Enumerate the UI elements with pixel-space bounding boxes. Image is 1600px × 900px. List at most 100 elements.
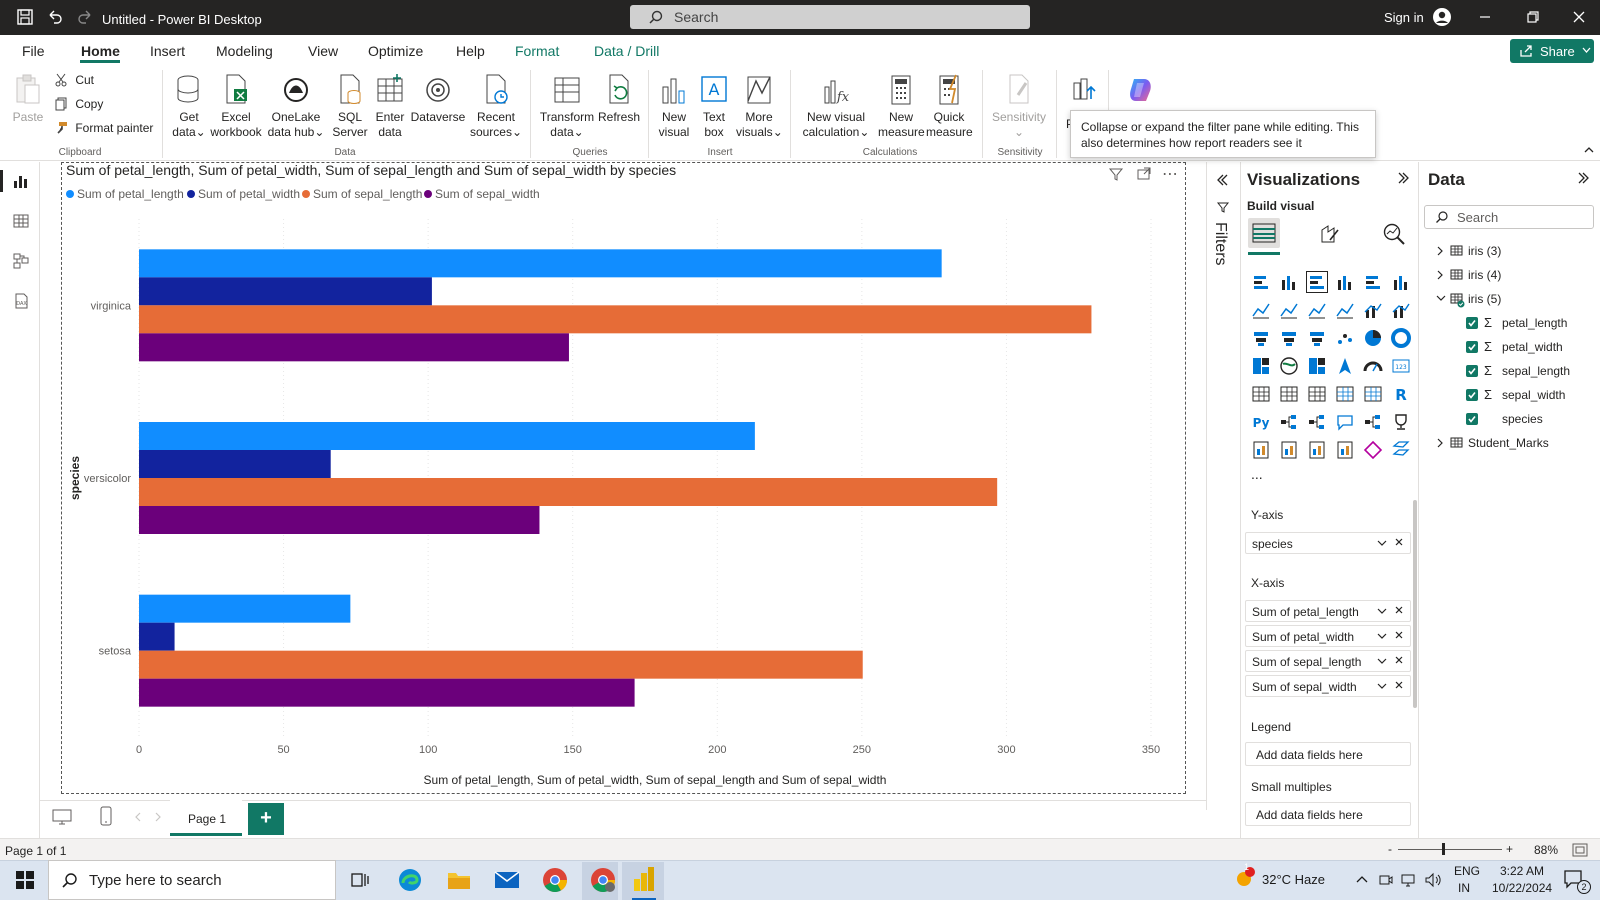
tab-insert[interactable]: Insert bbox=[150, 43, 186, 59]
tab-modeling[interactable]: Modeling bbox=[216, 43, 273, 59]
new-visual-button[interactable]: New visual bbox=[654, 73, 694, 140]
volume-icon[interactable] bbox=[1424, 872, 1442, 888]
weather-text[interactable]: 32°C Haze bbox=[1262, 872, 1326, 887]
region-indicator[interactable]: IN bbox=[1458, 881, 1470, 895]
report-view-icon[interactable] bbox=[12, 172, 30, 190]
save-icon[interactable] bbox=[16, 8, 34, 26]
expand-filters-icon[interactable] bbox=[1214, 172, 1230, 188]
line-clustered-column-icon[interactable] bbox=[1391, 300, 1411, 320]
treemap-icon[interactable] bbox=[1251, 356, 1271, 376]
legend-item-sepal-length[interactable]: Sum of sepal_length bbox=[302, 187, 422, 201]
x-axis-field-pill[interactable]: Sum of sepal_width bbox=[1245, 675, 1411, 697]
line-stacked-column-icon[interactable] bbox=[1363, 300, 1383, 320]
recent-sources-button[interactable]: Recent sources⌄ bbox=[468, 73, 524, 140]
filter-icon[interactable] bbox=[1108, 166, 1124, 182]
add-page-button[interactable]: + bbox=[248, 803, 284, 835]
data-search-input[interactable]: Search bbox=[1424, 205, 1594, 229]
azure-map-icon[interactable] bbox=[1335, 356, 1355, 376]
tab-help[interactable]: Help bbox=[456, 43, 485, 59]
show-hidden-icons-icon[interactable] bbox=[1356, 874, 1368, 884]
bar-versicolor-sum-of-sepal-length[interactable] bbox=[139, 478, 998, 506]
bar-versicolor-sum-of-petal-length[interactable] bbox=[139, 422, 755, 450]
taskbar-search-box[interactable]: Type here to search bbox=[48, 860, 336, 900]
previous-page-icon[interactable] bbox=[134, 812, 142, 822]
desktop-layout-icon[interactable] bbox=[52, 808, 72, 826]
page-tab-page-1[interactable]: Page 1 bbox=[170, 800, 242, 836]
small-multiples-drop-zone[interactable]: Add data fields here bbox=[1245, 802, 1411, 826]
sensitivity-button[interactable]: Sensitivity ⌄ bbox=[988, 73, 1050, 140]
filters-label[interactable]: Filters bbox=[1212, 222, 1229, 266]
language-indicator[interactable]: ENG bbox=[1454, 864, 1481, 878]
filters-pane-collapsed[interactable] bbox=[1206, 162, 1240, 810]
enter-data-button[interactable]: Enter data bbox=[372, 73, 408, 140]
excel-workbook-button[interactable]: Excel workbook bbox=[210, 73, 262, 140]
key-influencers-icon[interactable] bbox=[1279, 412, 1299, 432]
focus-mode-icon[interactable] bbox=[1136, 166, 1152, 182]
power-bi-icon[interactable] bbox=[632, 865, 656, 893]
collapse-visualizations-icon[interactable] bbox=[1396, 170, 1412, 186]
mail-icon[interactable] bbox=[494, 870, 520, 890]
tab-home[interactable]: Home bbox=[81, 43, 120, 59]
cut-button[interactable]: Cut bbox=[54, 73, 94, 87]
title-search-box[interactable]: Search bbox=[630, 5, 1030, 29]
paginated-report-icon[interactable] bbox=[1251, 440, 1271, 460]
bar-virginica-sum-of-sepal-length[interactable] bbox=[139, 305, 1092, 334]
map-icon[interactable] bbox=[1279, 356, 1299, 376]
format-visual-icon[interactable] bbox=[1318, 222, 1342, 246]
x-axis-field-pill[interactable]: Sum of petal_width bbox=[1245, 625, 1411, 647]
account-icon[interactable] bbox=[1432, 7, 1452, 27]
clustered-column-icon[interactable] bbox=[1335, 272, 1355, 292]
x-axis-field-pill[interactable]: Sum of sepal_length bbox=[1245, 650, 1411, 672]
filled-map-icon[interactable] bbox=[1307, 356, 1327, 376]
weather-icon[interactable] bbox=[1234, 866, 1256, 888]
chrome-profile-icon[interactable] bbox=[590, 867, 616, 893]
collapse-ribbon-icon[interactable] bbox=[1584, 145, 1594, 155]
chrome-icon[interactable] bbox=[542, 867, 568, 893]
table-icon[interactable] bbox=[1335, 384, 1355, 404]
slicer-icon[interactable] bbox=[1307, 384, 1327, 404]
fit-to-page-icon[interactable] bbox=[1572, 843, 1588, 857]
chevron-down-icon[interactable] bbox=[1376, 630, 1388, 642]
collapse-data-pane-icon[interactable] bbox=[1576, 170, 1592, 186]
chevron-down-icon[interactable] bbox=[1376, 605, 1388, 617]
legend-drop-zone[interactable]: Add data fields here bbox=[1245, 742, 1411, 766]
restore-icon[interactable] bbox=[1526, 10, 1540, 24]
tab-file[interactable]: File bbox=[22, 43, 45, 59]
new-card-icon[interactable] bbox=[1335, 440, 1355, 460]
copilot-button[interactable] bbox=[1118, 73, 1164, 110]
more-visual-types[interactable]: ... bbox=[1251, 466, 1263, 482]
clock-date[interactable]: 10/22/2024 bbox=[1492, 881, 1553, 895]
bar-setosa-sum-of-petal-width[interactable] bbox=[139, 622, 175, 651]
paste-button[interactable]: Paste bbox=[8, 73, 48, 125]
refresh-button[interactable]: Refresh bbox=[596, 73, 642, 125]
qa-icon[interactable] bbox=[1335, 412, 1355, 432]
copy-button[interactable]: Copy bbox=[54, 97, 103, 111]
scatter-icon[interactable] bbox=[1335, 328, 1355, 348]
redo-icon[interactable] bbox=[76, 8, 94, 26]
area-icon[interactable] bbox=[1279, 300, 1299, 320]
tab-optimize[interactable]: Optimize bbox=[368, 43, 424, 59]
card-icon[interactable]: 123 bbox=[1391, 356, 1411, 376]
checkbox-checked[interactable] bbox=[1466, 389, 1478, 401]
clustered-bar-icon[interactable] bbox=[1306, 271, 1328, 293]
edge-browser-icon[interactable] bbox=[397, 867, 423, 893]
tab-data-drill[interactable]: Data / Drill bbox=[594, 43, 660, 59]
analytics-icon[interactable] bbox=[1382, 222, 1406, 246]
decomposition-tree-icon[interactable] bbox=[1307, 412, 1327, 432]
narrative-icon[interactable] bbox=[1363, 412, 1383, 432]
legend-item-petal-width[interactable]: Sum of petal_width bbox=[187, 187, 300, 201]
bar-setosa-sum-of-petal-length[interactable] bbox=[139, 594, 351, 623]
clock-time[interactable]: 3:22 AM bbox=[1500, 864, 1545, 878]
bar-versicolor-sum-of-sepal-width[interactable] bbox=[139, 506, 540, 534]
tab-format[interactable]: Format bbox=[515, 43, 560, 59]
legend-item-petal-length[interactable]: Sum of petal_length bbox=[66, 187, 184, 201]
dax-query-view-icon[interactable]: DAX bbox=[12, 292, 30, 310]
remove-field-icon[interactable] bbox=[1393, 629, 1405, 641]
quick-measure-button[interactable]: Quick measure bbox=[926, 73, 973, 140]
new-measure-button[interactable]: New measure bbox=[878, 73, 925, 140]
next-page-icon[interactable] bbox=[154, 812, 162, 822]
zoom-level[interactable]: 88% bbox=[1534, 843, 1559, 857]
file-explorer-icon[interactable] bbox=[446, 868, 472, 892]
remove-field-icon[interactable] bbox=[1393, 679, 1405, 691]
text-box-button[interactable]: A Text box bbox=[696, 73, 732, 140]
